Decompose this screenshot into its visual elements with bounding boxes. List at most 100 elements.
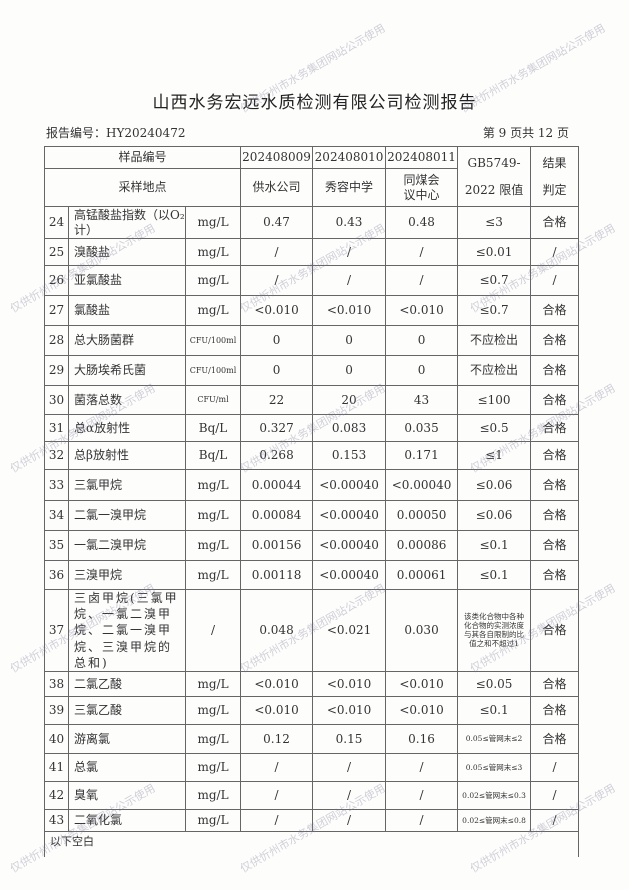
item-name: 大肠埃希氏菌	[68, 355, 186, 386]
result-cell: 合格	[530, 469, 580, 501]
item-name: 总α放射性	[68, 414, 186, 442]
item-unit: Bq/L	[184, 414, 242, 442]
page-info: 第 9 页共 12 页	[482, 126, 569, 140]
value-cell: 0.268	[240, 441, 314, 470]
item-name: 总大肠菌群	[68, 325, 186, 356]
value-cell: <0.010	[385, 695, 459, 725]
table-row: 31 总α放射性 Bq/L 0.327 0.083 0.035 ≤0.5 合格	[44, 414, 580, 442]
value-cell: /	[240, 808, 314, 832]
value-cell: /	[240, 238, 314, 266]
item-number: 28	[44, 325, 69, 356]
item-number: 38	[44, 670, 69, 697]
value-cell: /	[385, 808, 459, 832]
value-cell: 0.16	[385, 723, 459, 754]
item-number: 37	[44, 589, 69, 672]
value-cell: 0.00061	[385, 560, 459, 590]
limit-cell: 0.05≤管网末≤3	[457, 752, 532, 782]
value-cell: /	[240, 752, 314, 782]
value-cell: 0.083	[312, 414, 387, 442]
table-row: 28 总大肠菌群 CFU/100ml 0 0 0 不应检出 合格	[44, 325, 580, 356]
item-unit: mg/L	[184, 723, 242, 754]
value-cell: <0.00040	[312, 469, 387, 501]
limit-cell: ≤0.01	[457, 238, 532, 266]
footer-note: 以下空白	[43, 830, 580, 857]
value-cell: 0.048	[240, 589, 314, 672]
result-header: 结果 判定	[530, 146, 580, 207]
value-cell: 0.171	[385, 441, 459, 470]
result-cell: 合格	[530, 295, 580, 326]
table-row: 37 三卤甲烷(三氯甲烷、一氯二溴甲烷、二氯一溴甲烷、三溴甲烷的总和)/0.048…	[44, 589, 580, 672]
limit-cell: ≤0.06	[457, 500, 532, 531]
item-number: 41	[44, 752, 69, 782]
item-name: 三溴甲烷	[68, 560, 186, 590]
result-cell: /	[530, 752, 580, 782]
limit-cell: ≤0.06	[457, 469, 532, 501]
item-name: 溴酸盐	[68, 238, 186, 266]
value-cell: <0.010	[312, 295, 387, 326]
limit-cell: ≤100	[457, 385, 532, 415]
result-cell: /	[530, 808, 580, 832]
table-row: 39 三氯乙酸 mg/L <0.010 <0.010 <0.010 ≤0.1 合格	[44, 695, 580, 725]
table-row: 41 总氯 mg/L / //0.05≤管网末≤3/	[44, 752, 580, 782]
item-name: 氯酸盐	[68, 295, 186, 326]
value-cell: <0.00040	[385, 469, 459, 501]
item-unit: mg/L	[184, 238, 242, 266]
result-cell: 合格	[530, 355, 580, 386]
item-name: 三卤甲烷(三氯甲烷、一氯二溴甲烷、二氯一溴甲烷、三溴甲烷的总和)	[68, 589, 186, 672]
item-unit: mg/L	[184, 560, 242, 590]
item-number: 33	[44, 469, 69, 501]
item-unit: mg/L	[184, 808, 242, 832]
item-number: 43	[44, 808, 69, 832]
value-cell: 0.00156	[240, 530, 314, 561]
results-table: 样品编号 202408009 202408010 202408011 GB574…	[43, 146, 580, 857]
value-cell: 43	[385, 385, 459, 415]
table-row: 25 溴酸盐 mg/L / / / ≤0.01/	[44, 238, 580, 266]
value-cell: /	[385, 752, 459, 782]
value-cell: 0.030	[385, 589, 459, 672]
item-number: 31	[44, 414, 69, 442]
item-name: 菌落总数	[68, 385, 186, 415]
item-name: 高锰酸盐指数（以O₂计）	[68, 206, 186, 239]
site: 秀容中学	[312, 168, 387, 207]
limit-cell: 不应检出	[457, 325, 532, 356]
item-unit: mg/L	[184, 695, 242, 725]
value-cell: 0	[240, 325, 314, 356]
value-cell: <0.010	[240, 295, 314, 326]
item-name: 总氯	[68, 752, 186, 782]
value-cell: 0.00044	[240, 469, 314, 501]
limit-header: GB5749- 2022 限值	[457, 146, 532, 207]
sample-no: 202408009	[240, 146, 314, 169]
header-row-sample-no: 样品编号 202408009 202408010 202408011 GB574…	[43, 146, 580, 207]
value-cell: /	[312, 265, 387, 296]
limit-cell: ≤0.1	[457, 695, 532, 725]
table-row: 32 总β放射性 Bq/L 0.268 0.153 0.171 ≤1 合格	[44, 441, 580, 470]
sample-no: 202408010	[312, 146, 387, 169]
sample-no-label: 样品编号	[43, 146, 242, 169]
limit-cell: ≤0.7	[457, 265, 532, 296]
table-row: 27 氯酸盐 mg/L <0.010 <0.010 <0.010 ≤0.7 合格	[44, 295, 580, 326]
value-cell: <0.010	[240, 670, 314, 697]
value-cell: 0.00084	[240, 500, 314, 531]
limit-cell: ≤0.05	[457, 670, 532, 697]
item-unit: mg/L	[184, 530, 242, 561]
table-row: 34 二氯一溴甲烷 mg/L 0.00084 <0.00040 0.00050 ≤0.06 合…	[44, 500, 580, 531]
result-header-line2: 判定	[542, 182, 567, 197]
item-name: 三氯乙酸	[68, 695, 186, 725]
limit-cell: 该类化合物中各种化合物的实测浓度与其各自限制的比值之和不超过1	[457, 589, 532, 672]
item-name: 三氯甲烷	[68, 469, 186, 501]
site-label: 采样地点	[43, 168, 242, 207]
item-number: 42	[44, 780, 69, 810]
item-unit: CFU/ml	[184, 385, 242, 415]
result-cell: 合格	[530, 695, 580, 725]
item-unit: /	[184, 589, 242, 672]
value-cell: <0.00040	[312, 560, 387, 590]
result-cell: /	[530, 780, 580, 810]
limit-header-line2: 2022 限值	[464, 182, 524, 197]
result-cell: 合格	[530, 560, 580, 590]
value-cell: 0.48	[385, 206, 459, 239]
value-cell: /	[385, 265, 459, 296]
item-unit: Bq/L	[184, 441, 242, 470]
limit-cell: ≤0.7	[457, 295, 532, 326]
item-name: 游离氯	[68, 723, 186, 754]
value-cell: /	[312, 238, 387, 266]
